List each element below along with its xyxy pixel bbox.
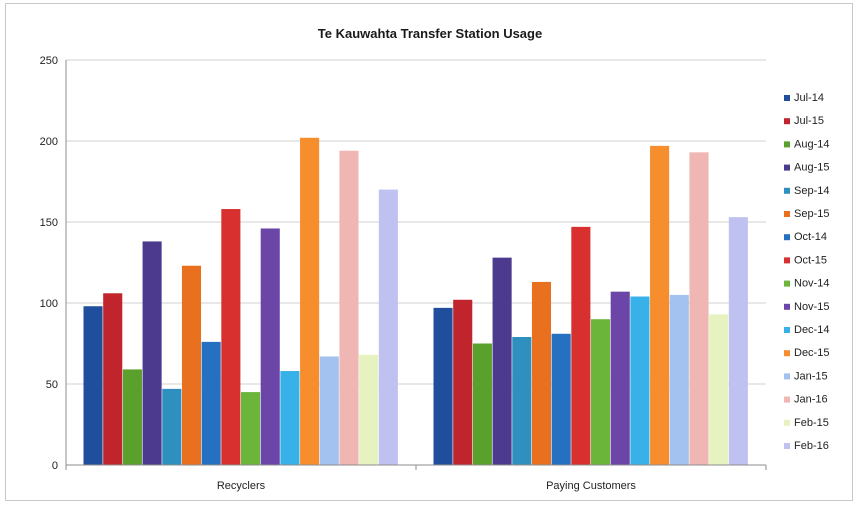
bar-dec-14-1 bbox=[630, 296, 650, 465]
legend-swatch bbox=[784, 257, 790, 264]
y-axis-ticks: 0 50 100 150 200 250 bbox=[40, 55, 58, 472]
bar-jul-14-0 bbox=[83, 306, 103, 465]
bar-feb-16-1 bbox=[728, 217, 748, 465]
legend-swatch bbox=[784, 280, 790, 287]
legend-label: Jul-14 bbox=[794, 92, 824, 104]
axes bbox=[65, 60, 767, 470]
bar-oct-15-0 bbox=[221, 209, 241, 465]
legend-label: Oct-14 bbox=[794, 231, 827, 243]
bar-jan-16-1 bbox=[689, 152, 709, 465]
bar-jan-15-1 bbox=[669, 294, 689, 465]
bar-sep-14-0 bbox=[162, 388, 182, 465]
bar-oct-14-0 bbox=[201, 341, 221, 465]
bar-aug-14-0 bbox=[122, 369, 142, 465]
legend-swatch bbox=[784, 211, 790, 217]
legend-label: Feb-16 bbox=[794, 440, 829, 452]
legend-label: Dec-14 bbox=[794, 324, 829, 336]
legend-label: Nov-14 bbox=[794, 278, 829, 290]
bar-sep-15-1 bbox=[531, 281, 552, 465]
bar-dec-15-1 bbox=[650, 145, 670, 466]
bar-feb-15-0 bbox=[359, 354, 379, 465]
bar-aug-15-0 bbox=[142, 241, 162, 465]
chart-svg: Te Kauwahta Transfer Station Usage 0 50 10… bbox=[40, 26, 830, 492]
chart-frame: Te Kauwahta Transfer Station Usage 0 50 10… bbox=[5, 3, 853, 501]
legend-swatch bbox=[784, 164, 790, 171]
legend-swatch bbox=[784, 396, 790, 403]
bar-nov-14-1 bbox=[591, 319, 611, 465]
bar-sep-15-0 bbox=[181, 265, 202, 465]
bar-feb-15-1 bbox=[709, 314, 729, 465]
legend-swatch bbox=[784, 443, 790, 449]
bar-nov-14-0 bbox=[241, 392, 261, 465]
legend-label: Jul-15 bbox=[794, 115, 824, 127]
bar-oct-14-1 bbox=[551, 333, 571, 465]
legend-label: Aug-14 bbox=[794, 138, 829, 150]
legend-swatch bbox=[784, 95, 790, 101]
legend-label: Aug-15 bbox=[794, 162, 829, 174]
bar-jul-15-1 bbox=[453, 299, 473, 465]
legend-swatch bbox=[784, 327, 790, 333]
legend-swatch bbox=[784, 350, 790, 357]
legend-swatch bbox=[784, 234, 790, 241]
bar-jul-15-0 bbox=[103, 293, 123, 465]
y-tick-label: 150 bbox=[40, 217, 58, 229]
bar-nov-15-1 bbox=[610, 291, 630, 465]
legend-swatch bbox=[784, 303, 790, 310]
bar-aug-15-1 bbox=[492, 257, 512, 465]
category-label: Recyclers bbox=[217, 480, 266, 492]
y-tick-label: 200 bbox=[40, 136, 58, 148]
legend-label: Jan-16 bbox=[794, 394, 828, 406]
bar-sep-14-1 bbox=[512, 337, 532, 465]
legend-label: Jan-15 bbox=[794, 370, 828, 382]
bars bbox=[83, 137, 748, 466]
chart-title: Te Kauwahta Transfer Station Usage bbox=[318, 26, 542, 41]
legend-label: Sep-14 bbox=[794, 185, 829, 197]
bar-nov-15-0 bbox=[260, 228, 280, 465]
legend-label: Sep-15 bbox=[794, 208, 829, 220]
category-label: Paying Customers bbox=[546, 480, 636, 492]
y-tick-label: 50 bbox=[46, 379, 58, 391]
legend-swatch bbox=[784, 187, 790, 194]
y-tick-label: 250 bbox=[40, 55, 58, 67]
bar-feb-16-0 bbox=[378, 189, 398, 465]
bar-oct-15-1 bbox=[571, 226, 591, 465]
category-labels: Recyclers Paying Customers bbox=[217, 480, 637, 492]
bar-jan-16-0 bbox=[339, 150, 359, 465]
legend-swatch bbox=[784, 118, 790, 125]
legend-swatch bbox=[784, 141, 790, 148]
bar-aug-14-1 bbox=[472, 343, 492, 465]
legend-label: Dec-15 bbox=[794, 347, 829, 359]
y-tick-label: 0 bbox=[52, 460, 58, 472]
y-tick-label: 100 bbox=[40, 298, 58, 310]
legend-label: Nov-15 bbox=[794, 301, 829, 313]
bar-jan-15-0 bbox=[319, 356, 339, 465]
bar-jul-14-1 bbox=[433, 307, 453, 465]
legend-label: Oct-15 bbox=[794, 254, 827, 266]
legend-swatch bbox=[784, 373, 790, 380]
legend: Jul-14 Jul-15 Aug-14 Aug-15 Sep-14 Sep-15 Oct-… bbox=[784, 92, 829, 452]
legend-label: Feb-15 bbox=[794, 417, 829, 429]
bar-dec-14-0 bbox=[280, 371, 300, 465]
bar-dec-15-0 bbox=[300, 137, 320, 465]
legend-swatch bbox=[784, 419, 790, 426]
